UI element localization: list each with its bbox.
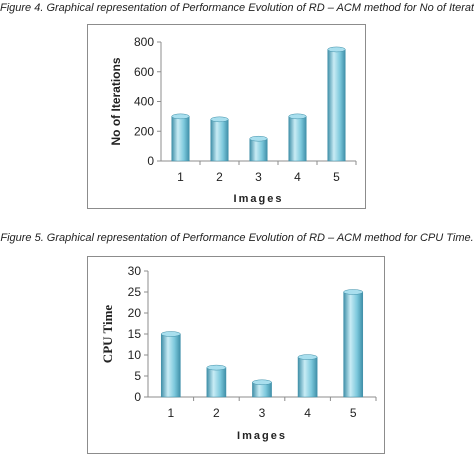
y-tick-label: 15 bbox=[128, 327, 142, 341]
x-tick-label: 2 bbox=[213, 406, 220, 420]
bar-image-2 bbox=[210, 119, 229, 162]
x-tick-label: 5 bbox=[333, 170, 340, 184]
bar-top-cap bbox=[160, 331, 181, 337]
x-tick-label: 2 bbox=[216, 170, 223, 184]
bar-image-2 bbox=[206, 367, 227, 398]
x-axis-label: Images bbox=[237, 430, 287, 442]
bar-top-cap bbox=[252, 379, 272, 386]
x-tick-label: 3 bbox=[259, 406, 266, 420]
y-tick-label: 600 bbox=[134, 65, 154, 79]
y-tick-label: 20 bbox=[128, 306, 142, 320]
bar-image-5 bbox=[343, 291, 364, 398]
bar-image-3 bbox=[249, 138, 268, 162]
bar-image-1 bbox=[171, 116, 190, 162]
bar-image-4 bbox=[297, 356, 318, 398]
iterations-chart-frame: 0 200 400 600 800 1 2 3 4 5 Images No of Iterations bbox=[87, 24, 366, 209]
y-tick-label: 30 bbox=[128, 264, 142, 278]
y-tick-label: 5 bbox=[134, 369, 141, 383]
bar-top-cap bbox=[206, 364, 227, 371]
y-tick-label: 0 bbox=[134, 390, 141, 404]
x-tick-label: 3 bbox=[255, 170, 262, 184]
y-tick-label: 0 bbox=[147, 154, 154, 168]
y-tick-label: 800 bbox=[134, 35, 154, 49]
x-tick-label: 4 bbox=[294, 170, 301, 184]
x-axis-label: Images bbox=[234, 193, 284, 205]
x-tick-label: 1 bbox=[167, 406, 174, 420]
cpu-time-chart-frame: 0 5 10 15 20 25 30 1 2 3 4 5 Images CPU Time bbox=[87, 256, 385, 454]
bar-top-cap bbox=[327, 46, 346, 53]
bar-image-4 bbox=[288, 116, 307, 162]
figure-5-caption: Figure 5. Graphical representation of Pe… bbox=[0, 232, 474, 244]
bar-top-cap bbox=[343, 289, 364, 295]
bar-top-cap bbox=[249, 135, 268, 142]
bar-top-cap bbox=[210, 116, 229, 123]
bar-top-cap bbox=[297, 354, 318, 360]
bar-top-cap bbox=[288, 113, 307, 120]
iterations-bar-chart: 0 200 400 600 800 1 2 3 4 5 Images No of Iterations bbox=[109, 35, 357, 205]
y-axis-label: CPU Time bbox=[100, 305, 115, 364]
bar-image-1 bbox=[160, 333, 181, 398]
y-tick-label: 10 bbox=[128, 348, 142, 362]
y-axis-label: No of Iterations bbox=[109, 57, 123, 145]
x-tick-label: 1 bbox=[177, 170, 184, 184]
x-tick-label: 5 bbox=[350, 406, 357, 420]
bar-image-5 bbox=[327, 49, 346, 162]
bar-top-cap bbox=[171, 113, 190, 120]
y-tick-label: 25 bbox=[128, 285, 142, 299]
y-tick-label: 200 bbox=[134, 124, 154, 138]
x-tick-label: 4 bbox=[304, 406, 311, 420]
y-tick-label: 400 bbox=[134, 95, 154, 109]
cpu-time-bar-chart: 0 5 10 15 20 25 30 1 2 3 4 5 Images CPU Time bbox=[100, 264, 377, 442]
figure-4-caption: Figure 4. Graphical representation of Pe… bbox=[0, 2, 474, 14]
